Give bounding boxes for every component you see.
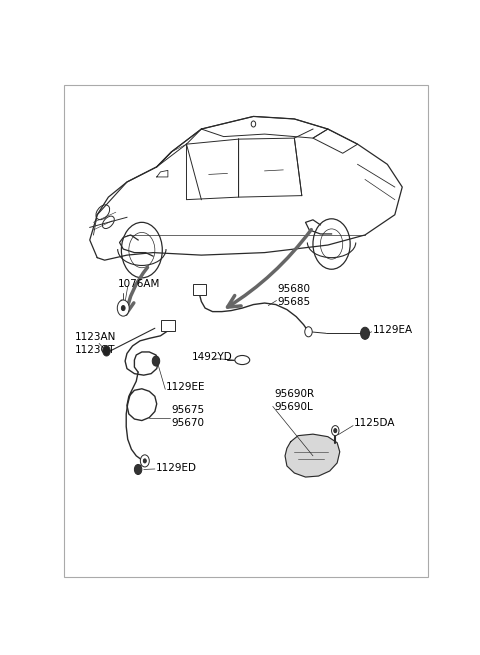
Circle shape — [103, 346, 110, 356]
Text: 1129EE: 1129EE — [166, 383, 205, 392]
Circle shape — [144, 459, 146, 463]
Text: 1076AM: 1076AM — [118, 280, 160, 290]
Ellipse shape — [96, 205, 109, 219]
Text: 95675
95670: 95675 95670 — [172, 405, 205, 428]
Text: 95690R
95690L: 95690R 95690L — [274, 389, 314, 411]
Polygon shape — [285, 434, 340, 477]
FancyBboxPatch shape — [161, 320, 175, 331]
Circle shape — [117, 300, 129, 316]
Ellipse shape — [235, 356, 250, 365]
Circle shape — [334, 428, 337, 433]
Circle shape — [152, 356, 160, 366]
Circle shape — [140, 455, 149, 467]
Text: 1129EA: 1129EA — [372, 325, 413, 335]
FancyBboxPatch shape — [193, 284, 206, 295]
Circle shape — [251, 121, 256, 127]
Circle shape — [305, 327, 312, 337]
Text: 1129ED: 1129ED — [156, 463, 197, 473]
Text: 95680
95685: 95680 95685 — [277, 284, 311, 307]
Text: 1125DA: 1125DA — [354, 418, 396, 428]
Circle shape — [360, 328, 370, 339]
Ellipse shape — [102, 216, 114, 229]
Text: 1123AN
1123GT: 1123AN 1123GT — [75, 332, 116, 354]
Circle shape — [332, 426, 339, 436]
Circle shape — [134, 464, 142, 474]
Circle shape — [121, 305, 125, 310]
Text: 1492YD: 1492YD — [192, 352, 233, 362]
